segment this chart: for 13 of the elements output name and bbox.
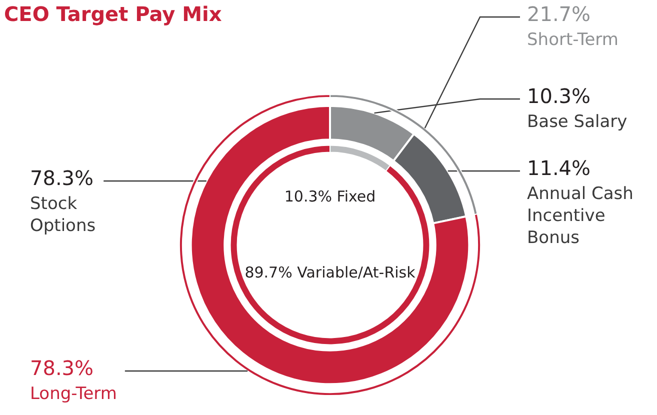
slice-label: Annual Cash Incentive Bonus xyxy=(527,184,634,248)
slice-label: Stock Options xyxy=(30,194,96,236)
data-label: 10.3% xyxy=(527,84,591,108)
data-label: 11.4% xyxy=(527,156,591,180)
data-label: 78.3% xyxy=(30,356,94,380)
slice-label: Long-Term xyxy=(30,384,117,404)
slice-label: 10.3% Fixed xyxy=(284,187,376,206)
slice-label: 89.7% Variable/At-Risk xyxy=(244,263,416,282)
slice-label: Base Salary xyxy=(527,112,628,132)
data-label: 21.7% xyxy=(527,2,591,26)
slice-label: Short-Term xyxy=(527,30,618,50)
chart-title: CEO Target Pay Mix xyxy=(4,2,222,26)
data-label: 78.3% xyxy=(30,166,94,190)
